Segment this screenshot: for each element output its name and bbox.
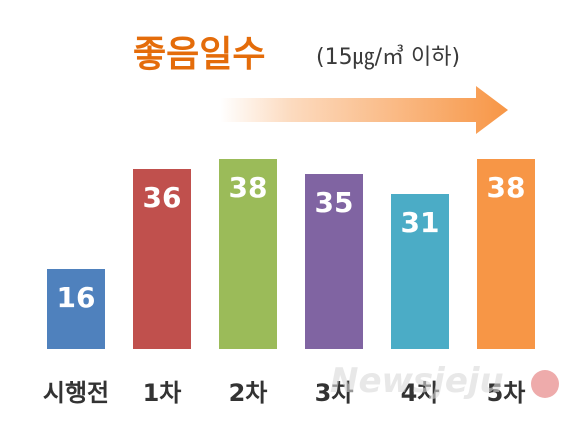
trend-arrow <box>220 86 508 134</box>
chart-subtitle: (15㎍/㎥ 이하) <box>316 44 460 71</box>
category-label-2: 1차 <box>143 379 182 407</box>
bars-group <box>47 159 535 349</box>
bar-value-label-5: 31 <box>401 206 440 239</box>
watermark-text: Newsjeju <box>330 361 504 401</box>
bar-1 <box>47 269 105 349</box>
bar-value-label-4: 35 <box>315 186 354 219</box>
category-label-6: 5차 <box>487 379 526 407</box>
bar-4 <box>305 174 363 349</box>
bar-value-label-2: 36 <box>143 181 182 214</box>
bar-5 <box>391 194 449 349</box>
bar-6 <box>477 159 535 349</box>
bar-value-label-3: 38 <box>229 171 268 204</box>
category-label-1: 시행전 <box>43 379 109 407</box>
bar-labels-group: 16 36 38 35 31 38 <box>57 171 526 314</box>
category-label-4: 3차 <box>315 379 354 407</box>
bar-3 <box>219 159 277 349</box>
bar-value-label-1: 16 <box>57 281 96 314</box>
category-label-5: 4차 <box>401 379 440 407</box>
watermark-logo-icon <box>531 370 559 398</box>
category-label-3: 2차 <box>229 379 268 407</box>
bar-2 <box>133 169 191 349</box>
watermark: Newsjeju <box>330 361 559 401</box>
chart-title: 좋음일수 <box>133 34 265 75</box>
category-labels-group: 시행전 1차 2차 3차 4차 5차 <box>43 379 526 407</box>
bar-value-label-6: 38 <box>487 171 526 204</box>
trend-arrow-shape <box>220 86 508 134</box>
